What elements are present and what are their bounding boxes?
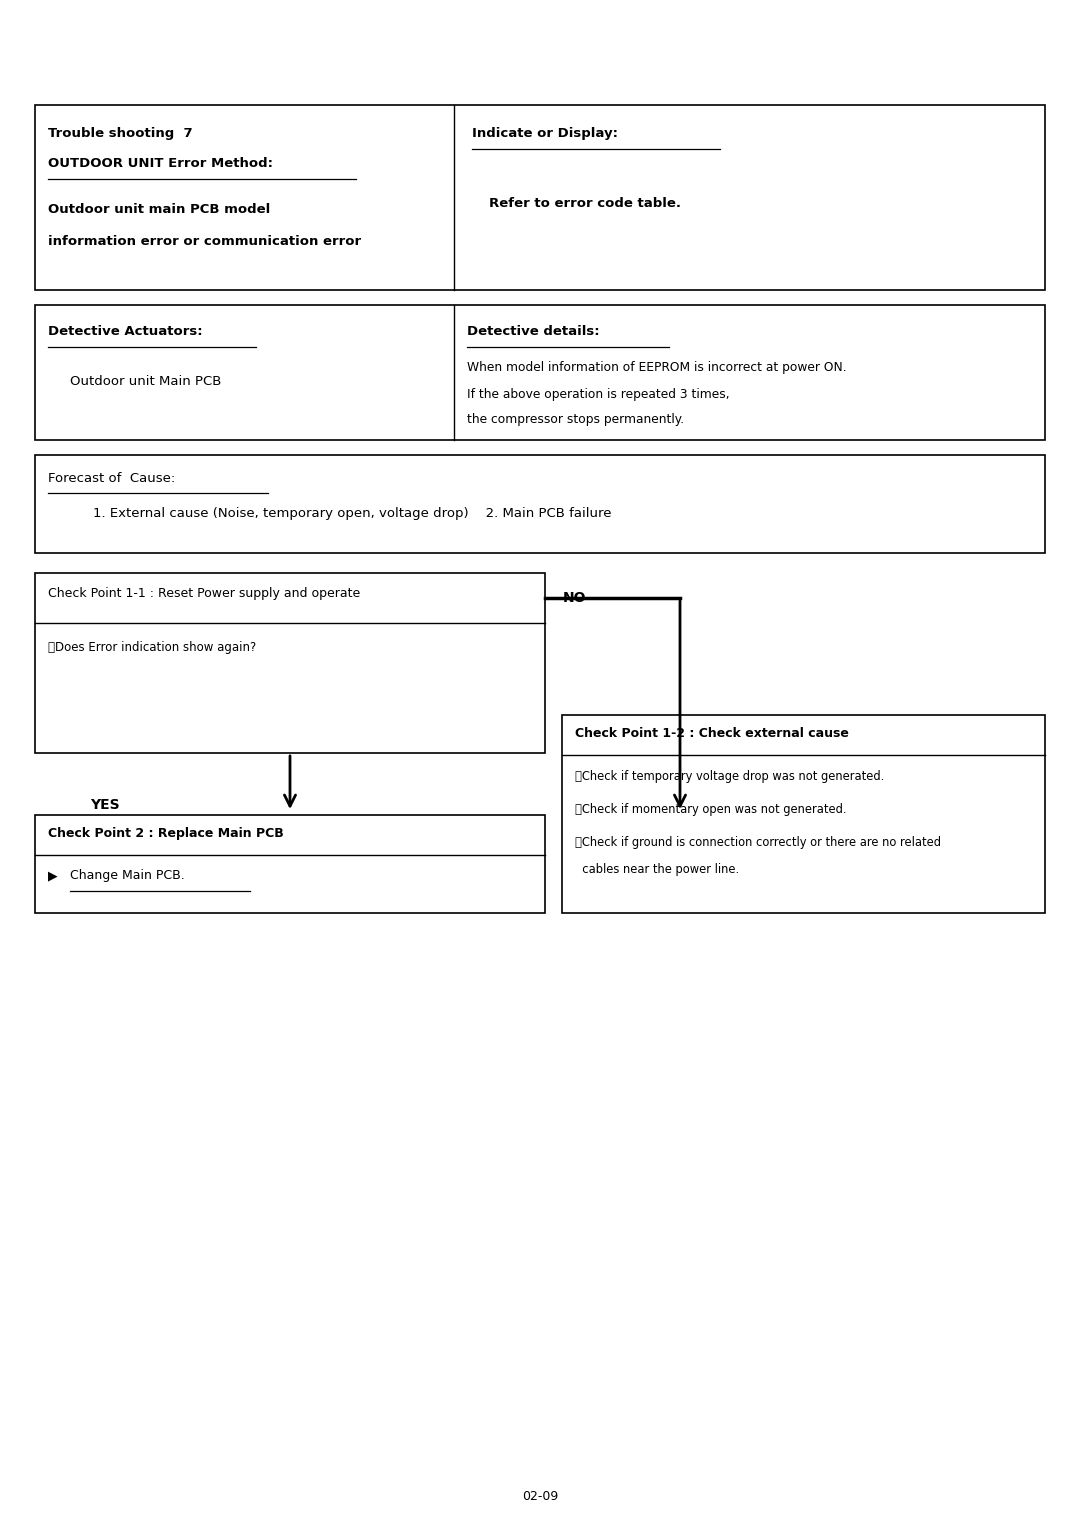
Bar: [562, 715, 1045, 913]
Text: OUTDOOR UNIT Error Method:: OUTDOOR UNIT Error Method:: [48, 157, 273, 169]
Text: Check Point 1-2 : Check external cause: Check Point 1-2 : Check external cause: [575, 727, 849, 740]
Text: Trouble shooting  7: Trouble shooting 7: [48, 127, 192, 140]
Bar: [35, 814, 545, 913]
Text: Forecast of  Cause:: Forecast of Cause:: [48, 473, 175, 485]
Text: Indicate or Display:: Indicate or Display:: [472, 127, 618, 140]
Text: ・Check if temporary voltage drop was not generated.: ・Check if temporary voltage drop was not…: [575, 770, 885, 782]
Text: ・Check if momentary open was not generated.: ・Check if momentary open was not generat…: [575, 804, 847, 816]
Text: information error or communication error: information error or communication error: [48, 235, 361, 249]
Text: 1. External cause (Noise, temporary open, voltage drop)    2. Main PCB failure: 1. External cause (Noise, temporary open…: [93, 506, 611, 520]
Text: YES: YES: [90, 798, 120, 811]
Text: the compressor stops permanently.: the compressor stops permanently.: [468, 413, 685, 425]
Text: Outdoor unit Main PCB: Outdoor unit Main PCB: [70, 375, 221, 387]
Text: If the above operation is repeated 3 times,: If the above operation is repeated 3 tim…: [468, 387, 730, 401]
Bar: [35, 105, 1045, 290]
Text: Refer to error code table.: Refer to error code table.: [489, 197, 681, 210]
Text: Outdoor unit main PCB model: Outdoor unit main PCB model: [48, 203, 270, 217]
Text: cables near the power line.: cables near the power line.: [575, 863, 739, 875]
Text: 02-09: 02-09: [522, 1490, 558, 1504]
Text: Detective details:: Detective details:: [468, 325, 599, 339]
Text: Check Point 1-1 : Reset Power supply and operate: Check Point 1-1 : Reset Power supply and…: [48, 587, 361, 599]
Text: NO: NO: [563, 592, 586, 605]
Text: When model information of EEPROM is incorrect at power ON.: When model information of EEPROM is inco…: [468, 361, 847, 374]
Text: Check Point 2 : Replace Main PCB: Check Point 2 : Replace Main PCB: [48, 827, 284, 840]
Bar: [35, 305, 1045, 441]
Text: Detective Actuators:: Detective Actuators:: [48, 325, 203, 339]
Bar: [35, 573, 545, 753]
Bar: [35, 454, 1045, 554]
Text: Change Main PCB.: Change Main PCB.: [70, 869, 185, 881]
Text: ▶: ▶: [48, 869, 57, 881]
Text: ・Check if ground is connection correctly or there are no related: ・Check if ground is connection correctly…: [575, 836, 941, 849]
Text: ・Does Error indication show again?: ・Does Error indication show again?: [48, 640, 256, 654]
